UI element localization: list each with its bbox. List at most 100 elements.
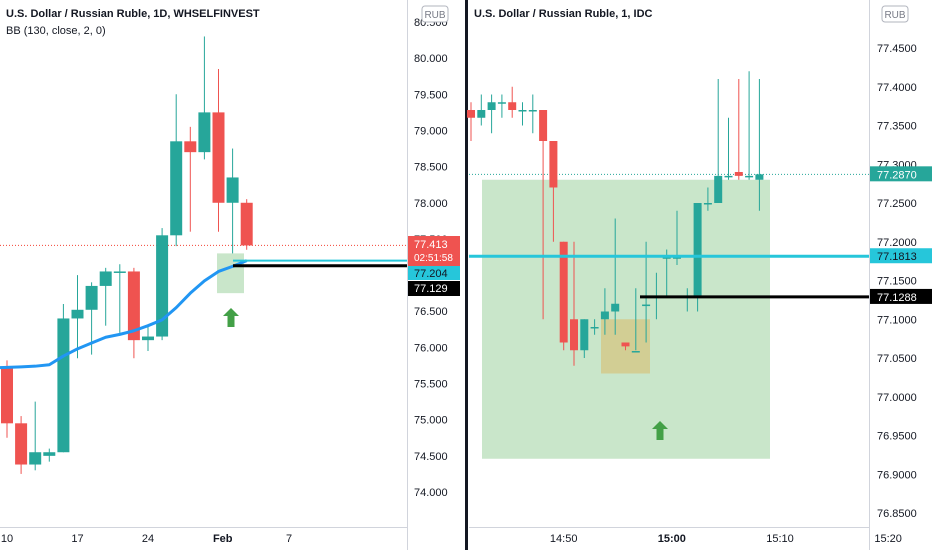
right-candle-body <box>662 257 671 259</box>
left-countdown-value: 02:51:58 <box>414 253 453 264</box>
left-y-tick-label: 78.000 <box>414 198 448 210</box>
right-candle-body <box>745 175 754 178</box>
right-candle-body <box>600 311 609 320</box>
right-candle-body <box>508 102 517 110</box>
right-y-tick-label: 77.1500 <box>877 276 917 288</box>
left-candle-body <box>43 452 56 456</box>
right-candle-body <box>528 110 537 112</box>
left-y-tick-label: 76.000 <box>414 342 448 354</box>
left-candle-body <box>113 271 126 273</box>
left-candle-body <box>198 112 211 153</box>
right-candle-body <box>518 110 527 112</box>
left-y-tick-label: 80.000 <box>414 53 448 65</box>
right-x-tick-label: 15:20 <box>874 533 902 545</box>
right-cyan-value: 77.1813 <box>877 251 917 263</box>
right-candle-body <box>621 342 630 347</box>
right-candle-body <box>673 257 681 259</box>
left-bb-basis-line <box>0 259 248 370</box>
right-candle-body <box>497 102 506 104</box>
left-y-tick-label: 79.500 <box>414 89 448 101</box>
right-x-tick-label: 15:00 <box>658 533 686 545</box>
left-candle-body <box>71 309 84 319</box>
left-candle-body <box>57 318 70 453</box>
right-level-value: 77.1288 <box>877 292 917 304</box>
left-bb-value: 77.204 <box>414 268 448 280</box>
right-candle-body <box>570 319 578 351</box>
right-candle-body <box>642 304 651 307</box>
right-y-tick-label: 77.4000 <box>877 82 917 94</box>
right-x-tick-label: 14:50 <box>550 533 578 545</box>
right-candle-body <box>611 303 620 312</box>
right-candle-body <box>755 174 764 180</box>
right-cyan-value-tag <box>870 248 932 264</box>
right-candle-body <box>467 110 475 118</box>
left-candle-body <box>127 271 140 341</box>
right-y-tick-label: 76.8500 <box>877 508 917 520</box>
left-y-tick-label: 74.500 <box>414 451 448 463</box>
right-candle-body <box>724 175 733 178</box>
pane-divider <box>465 0 468 550</box>
left-candle-body <box>99 271 112 286</box>
left-currency-badge <box>421 5 449 23</box>
left-level-value: 77.129 <box>414 283 448 295</box>
right-chart-title: U.S. Dollar / Russian Ruble, 1, IDC <box>474 8 653 20</box>
right-candle-body <box>487 102 496 110</box>
left-x-tick-label: 10 <box>1 533 13 545</box>
left-x-tick-label: 17 <box>71 533 83 545</box>
left-candle-body <box>29 452 42 465</box>
left-candle-body <box>85 285 98 310</box>
right-level-value-tag <box>870 288 932 304</box>
left-y-tick-label: 74.000 <box>414 487 448 499</box>
left-candle-body <box>142 336 154 341</box>
right-candle-body <box>477 110 486 118</box>
left-y-tick-label: 76.500 <box>414 306 448 318</box>
right-candle-body <box>703 203 712 205</box>
left-chart-title: U.S. Dollar / Russian Ruble, 1D, WHSELFI… <box>6 8 260 20</box>
right-y-tick-label: 77.3500 <box>877 121 917 133</box>
right-y-tick-label: 77.2000 <box>877 237 917 249</box>
left-y-tick-label: 79.000 <box>414 125 448 137</box>
left-last-price-value: 77.413 <box>414 239 448 251</box>
left-candle-body <box>156 235 169 337</box>
right-current-price-tag <box>870 166 932 182</box>
left-candle-body <box>1 367 13 424</box>
left-x-tick-label: 7 <box>286 533 292 545</box>
left-indicator-label[interactable]: BB (130, close, 2, 0) <box>6 25 106 37</box>
left-up-arrow-icon <box>223 308 239 327</box>
right-candle-body <box>631 351 640 353</box>
left-candle-body <box>184 141 197 153</box>
right-candle-body <box>549 141 558 188</box>
left-level-value-tag <box>408 281 460 296</box>
left-candle-body <box>226 177 239 203</box>
left-bb-value-tag <box>408 266 460 280</box>
right-y-tick-label: 77.0000 <box>877 392 917 404</box>
left-candle-body <box>212 112 225 203</box>
right-candle-body <box>539 110 548 141</box>
right-y-tick-label: 77.4500 <box>877 43 917 55</box>
left-last-price-tag <box>408 236 460 266</box>
left-currency-badge-text: RUB <box>424 10 445 21</box>
right-y-tick-label: 77.0500 <box>877 353 917 365</box>
right-y-tick-label: 76.9000 <box>877 469 917 481</box>
right-currency-badge <box>881 5 909 23</box>
left-x-tick-label: 24 <box>142 533 154 545</box>
left-y-tick-label: 78.500 <box>414 162 448 174</box>
left-candle-body <box>170 141 183 236</box>
right-y-tick-label: 76.9500 <box>877 431 917 443</box>
left-y-tick-label: 75.500 <box>414 379 448 391</box>
right-currency-badge-text: RUB <box>884 10 905 21</box>
right-y-tick-label: 77.2500 <box>877 198 917 210</box>
right-candle-body <box>580 319 589 351</box>
left-y-tick-label: 75.000 <box>414 415 448 427</box>
left-buy-zone <box>217 253 244 294</box>
right-candle-body <box>714 175 723 203</box>
right-y-tick-label: 77.1000 <box>877 314 917 326</box>
right-x-tick-label: 15:10 <box>766 533 794 545</box>
right-candle-body <box>693 203 702 296</box>
left-candle-body <box>15 423 28 465</box>
right-up-arrow-icon <box>652 421 668 440</box>
right-candle-body <box>559 241 568 343</box>
left-x-tick-label: Feb <box>213 533 233 545</box>
